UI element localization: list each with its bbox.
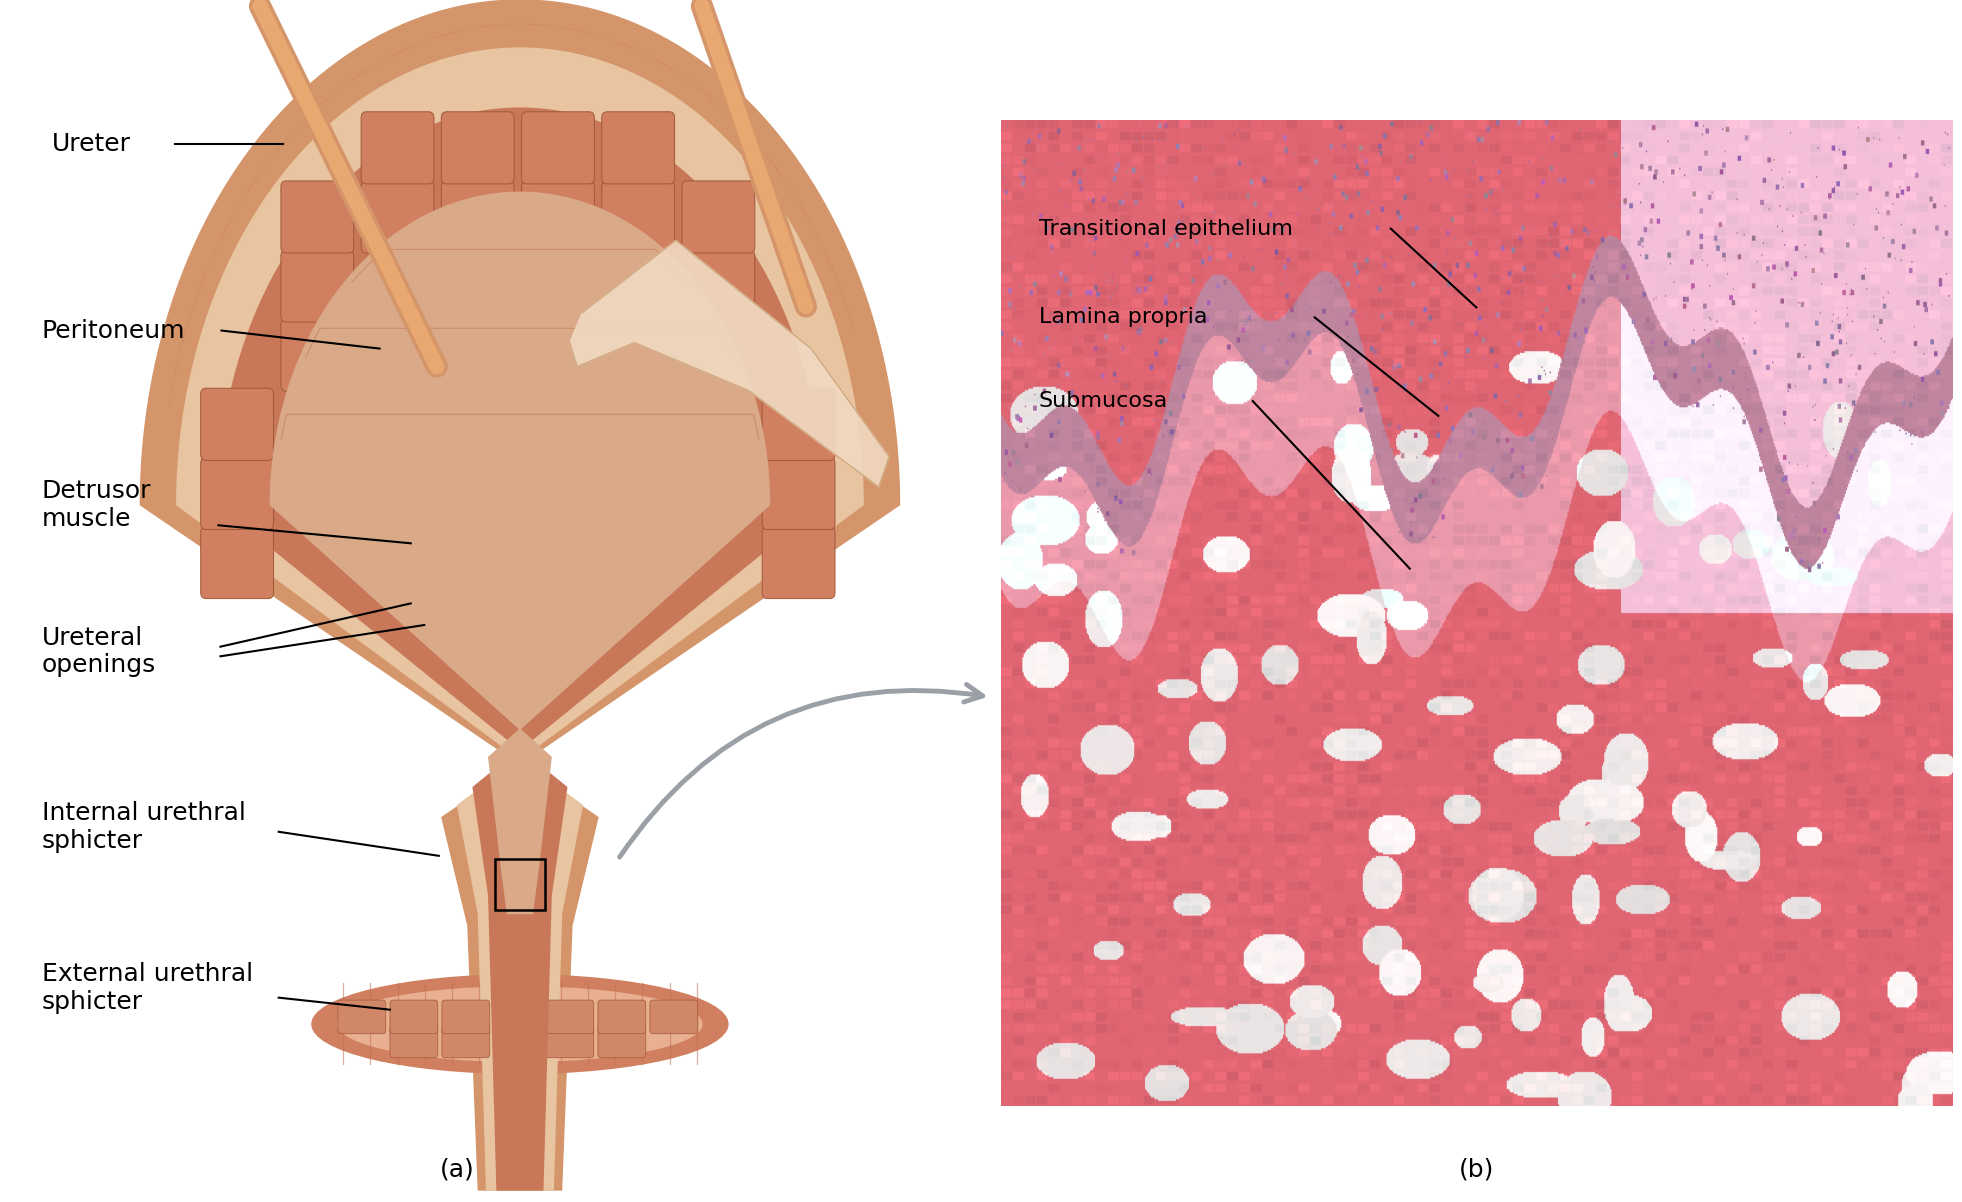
Text: Transitional epithelium: Transitional epithelium (1038, 219, 1293, 239)
Bar (494, 859, 545, 910)
Polygon shape (218, 108, 822, 1190)
FancyBboxPatch shape (683, 250, 755, 322)
FancyBboxPatch shape (545, 1000, 594, 1034)
FancyBboxPatch shape (441, 112, 514, 184)
Polygon shape (141, 0, 899, 1190)
Polygon shape (569, 240, 889, 487)
FancyBboxPatch shape (281, 250, 353, 322)
Text: Peritoneum: Peritoneum (41, 319, 184, 343)
FancyBboxPatch shape (361, 112, 434, 184)
FancyBboxPatch shape (649, 1000, 698, 1034)
FancyBboxPatch shape (683, 180, 755, 254)
Text: External urethral
sphicter: External urethral sphicter (41, 962, 253, 1014)
Text: Submucosa: Submucosa (1038, 391, 1167, 411)
Polygon shape (177, 48, 863, 1190)
FancyBboxPatch shape (761, 388, 836, 460)
FancyBboxPatch shape (602, 112, 675, 184)
Polygon shape (271, 192, 769, 914)
Ellipse shape (312, 975, 728, 1073)
FancyBboxPatch shape (441, 180, 514, 254)
FancyBboxPatch shape (545, 1024, 594, 1058)
Text: Ureter: Ureter (53, 132, 131, 156)
FancyBboxPatch shape (200, 388, 273, 460)
FancyBboxPatch shape (683, 319, 755, 392)
FancyBboxPatch shape (200, 457, 273, 529)
FancyBboxPatch shape (441, 1024, 490, 1058)
FancyBboxPatch shape (281, 319, 353, 392)
FancyBboxPatch shape (761, 526, 836, 599)
FancyBboxPatch shape (494, 1000, 542, 1034)
Text: Lamina propria: Lamina propria (1038, 308, 1207, 327)
FancyBboxPatch shape (761, 457, 836, 529)
Ellipse shape (337, 987, 702, 1061)
Text: (a): (a) (439, 1158, 475, 1182)
FancyBboxPatch shape (390, 1024, 438, 1058)
FancyBboxPatch shape (390, 1000, 438, 1034)
FancyBboxPatch shape (361, 180, 434, 254)
Text: Internal urethral
sphicter: Internal urethral sphicter (41, 801, 245, 853)
Text: Detrusor
muscle: Detrusor muscle (41, 478, 151, 531)
FancyBboxPatch shape (200, 526, 273, 599)
FancyBboxPatch shape (281, 180, 353, 254)
FancyBboxPatch shape (522, 112, 594, 184)
FancyBboxPatch shape (337, 1000, 387, 1034)
FancyBboxPatch shape (598, 1000, 645, 1034)
Text: Ureteral
openings: Ureteral openings (41, 625, 155, 678)
FancyBboxPatch shape (602, 180, 675, 254)
FancyBboxPatch shape (494, 1024, 542, 1058)
FancyBboxPatch shape (441, 1000, 490, 1034)
FancyBboxPatch shape (522, 180, 594, 254)
Text: (b): (b) (1458, 1158, 1495, 1182)
FancyBboxPatch shape (598, 1024, 645, 1058)
